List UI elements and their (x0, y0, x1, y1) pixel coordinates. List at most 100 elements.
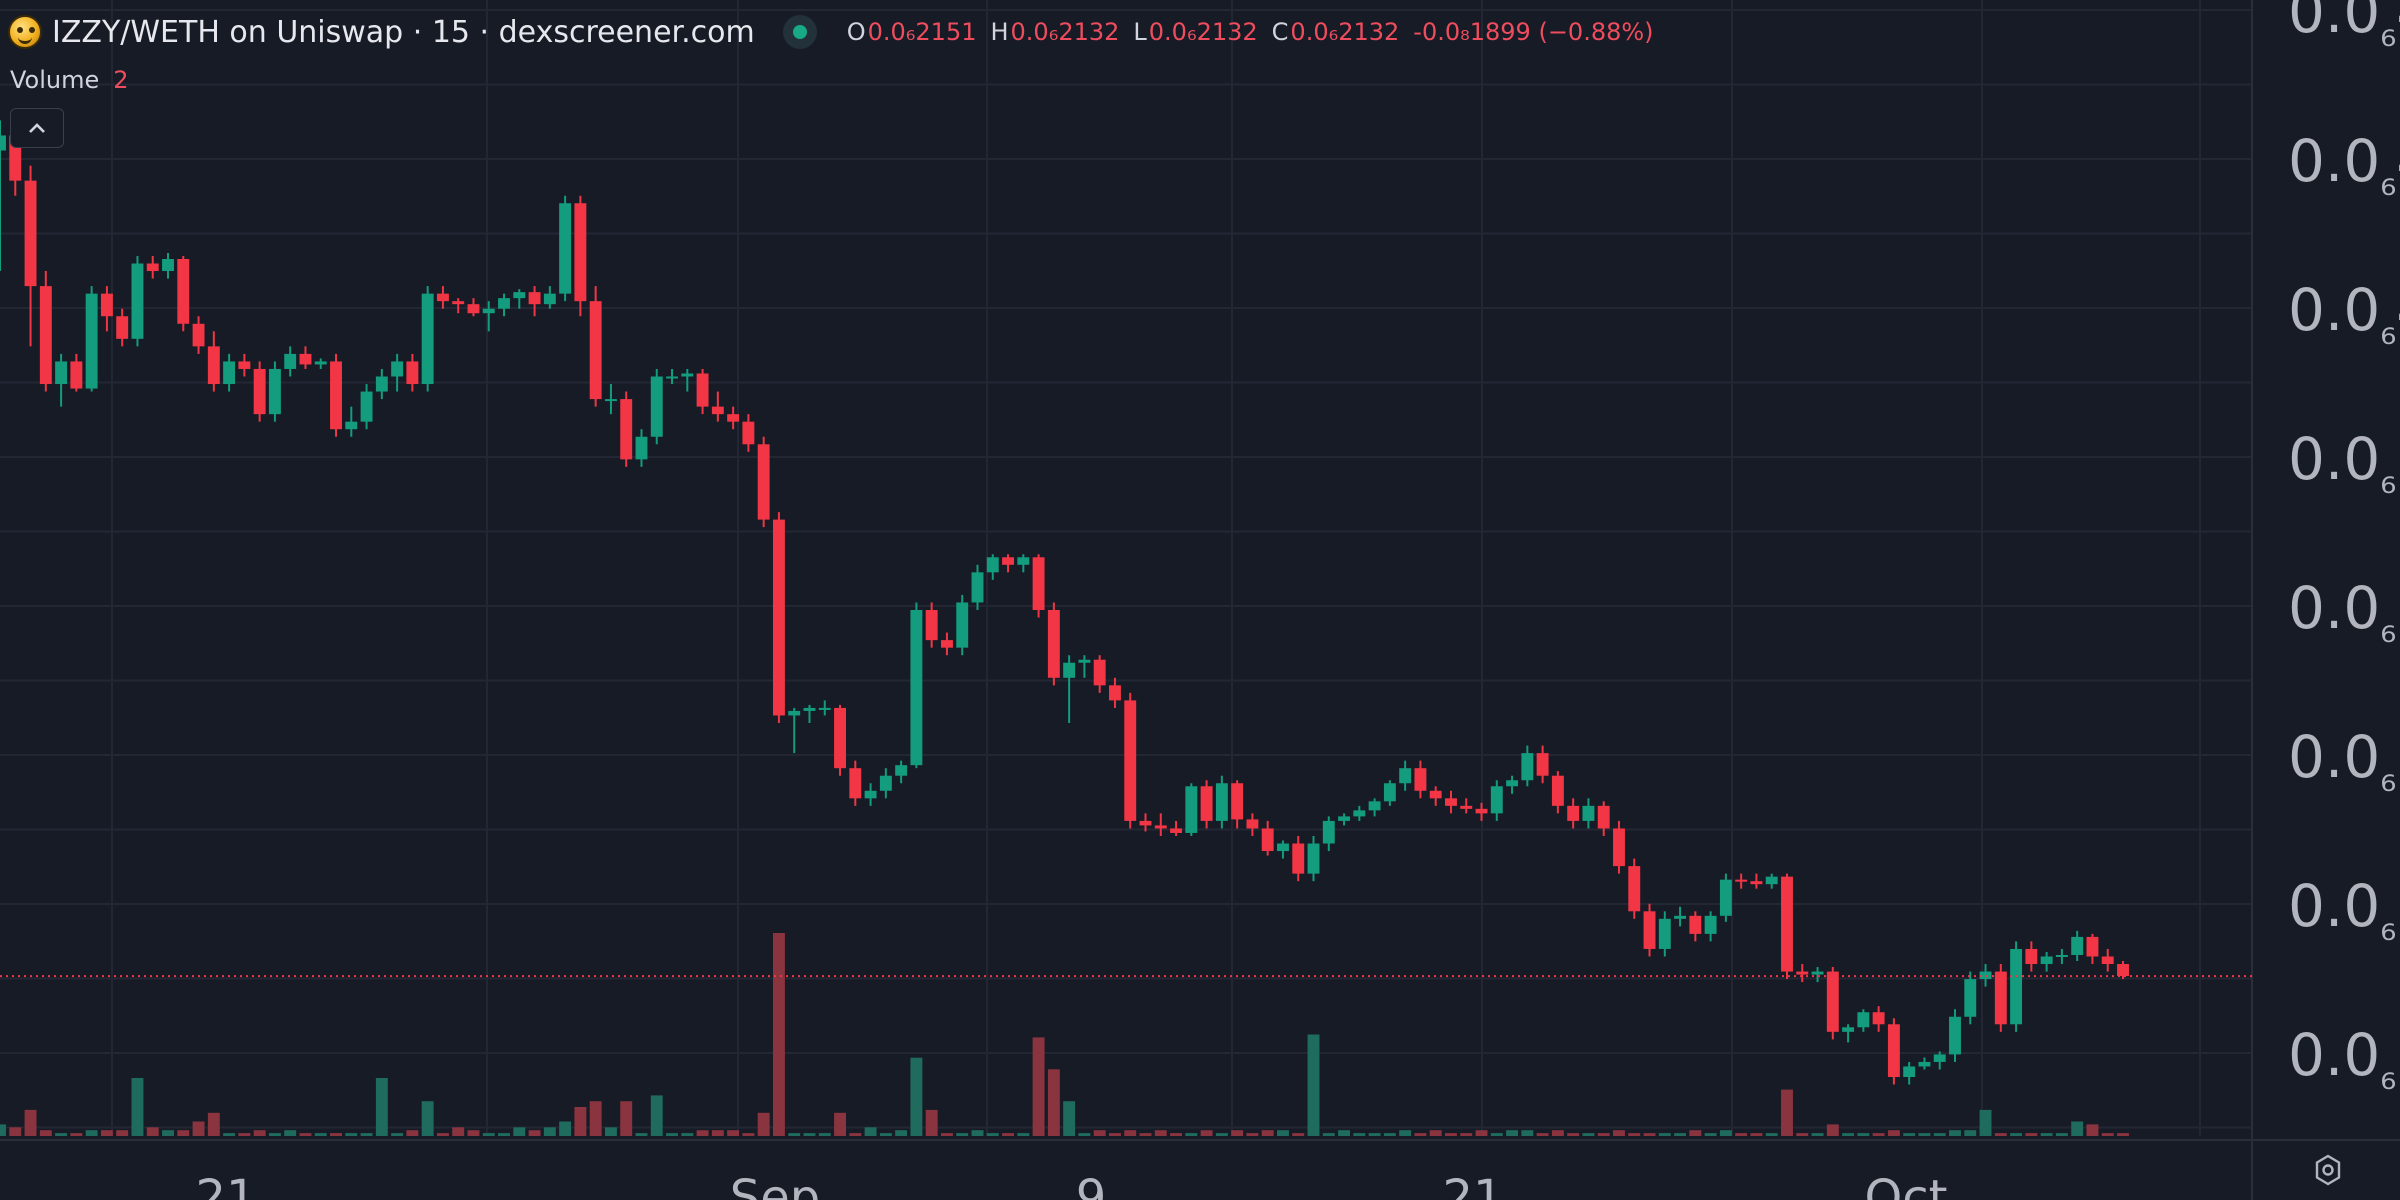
volume-bar (1872, 1133, 1885, 1136)
candle-body (1445, 798, 1457, 806)
price-axis-label: 0.0₆3 (2288, 574, 2400, 652)
volume-bar (635, 1133, 648, 1136)
volume-bar (24, 1109, 37, 1136)
candle-body (1628, 866, 1641, 912)
candle-body (1674, 915, 1687, 919)
candle-body (100, 293, 113, 317)
volume-bar (39, 1130, 52, 1136)
candle-body (1109, 685, 1121, 701)
candle-body (1475, 808, 1488, 814)
candle-body (330, 361, 342, 430)
candle-body (1032, 557, 1045, 610)
candle-body (1658, 918, 1671, 949)
candle-body (543, 293, 556, 305)
volume-bar (1063, 1101, 1076, 1136)
volume-bar (131, 1078, 144, 1136)
collapse-legend-button[interactable] (10, 108, 64, 148)
volume-bar (2010, 1133, 2023, 1136)
candle-body (971, 572, 984, 603)
candle-body (1719, 879, 1732, 916)
volume-bars (0, 933, 2129, 1136)
volume-bar (574, 1107, 587, 1136)
volume-bar (513, 1127, 526, 1136)
candle-body (711, 406, 724, 415)
candle-body (696, 373, 709, 407)
gear-icon[interactable] (2310, 1152, 2346, 1188)
volume-bar (604, 1127, 617, 1136)
high-value: 0.0₆2132 (1010, 18, 1120, 46)
volume-bar (116, 1130, 129, 1136)
volume-bar (1093, 1130, 1106, 1136)
candle-body (1383, 783, 1396, 802)
chevron-up-icon (29, 123, 45, 133)
volume-bar (452, 1127, 465, 1136)
volume-bar (9, 1127, 22, 1136)
volume-bar (711, 1130, 724, 1136)
candle-body (1017, 557, 1030, 565)
candle-body (513, 292, 526, 299)
volume-bar (299, 1133, 312, 1136)
volume-bar (650, 1095, 663, 1136)
volume-bar (1017, 1133, 1030, 1136)
volume-bar (1215, 1133, 1228, 1136)
volume-bar (1719, 1130, 1732, 1136)
candle-body (1887, 1024, 1900, 1078)
volume-bar (1750, 1133, 1763, 1136)
volume-bar (70, 1133, 83, 1136)
candle-body (1460, 805, 1473, 809)
volume-bar (100, 1130, 113, 1136)
candle-body (1078, 659, 1091, 663)
candle-body (1613, 828, 1625, 867)
volume-bar (1765, 1133, 1778, 1136)
candle-body (1704, 915, 1717, 934)
volume-bar (253, 1130, 266, 1136)
candle-body (223, 361, 236, 385)
candle-body (85, 293, 98, 389)
candle-body (589, 301, 602, 400)
candle-body (1002, 557, 1014, 565)
candle-body (1918, 1061, 1931, 1067)
candle-body (940, 640, 953, 648)
volume-bar (0, 1124, 6, 1136)
volume-bar (1368, 1133, 1381, 1136)
volume-bar (1811, 1133, 1824, 1136)
time-axis-label: 21 (195, 1170, 256, 1200)
volume-legend[interactable]: Volume 2 (10, 66, 129, 94)
candle-body (1842, 1027, 1855, 1032)
volume-bar (1399, 1130, 1412, 1136)
candle-body (1781, 876, 1793, 972)
live-status-dot-icon (782, 15, 817, 49)
volume-bar (162, 1130, 174, 1136)
candle-body (70, 361, 83, 389)
volume-bar (1735, 1133, 1748, 1136)
volume-bar (2025, 1133, 2038, 1136)
candle-body (24, 180, 37, 287)
volume-bar (1918, 1133, 1931, 1136)
candle-body (1063, 662, 1076, 678)
volume-bar (1949, 1130, 1961, 1136)
time-axis-label: Oct (1865, 1170, 1948, 1200)
candle-body (0, 135, 6, 151)
candle-body (1796, 971, 1809, 975)
price-axis: 0.0₆4 0.0₆4 0.0₆4 0.0₆3 0.0₆3 0.0₆3 0.0₆3 0.0₆3 (2288, 0, 2400, 1099)
volume-bar (1933, 1133, 1946, 1136)
candle-body (1292, 843, 1305, 874)
volume-bar (421, 1101, 434, 1136)
volume-bar (895, 1130, 908, 1136)
volume-bar (268, 1133, 281, 1136)
candle-body (1964, 979, 1977, 1017)
volume-bar (1322, 1133, 1335, 1136)
high-label: H (990, 18, 1009, 46)
volume-bar (1979, 1109, 1992, 1136)
candle-body (360, 391, 373, 422)
volume-bar (879, 1133, 892, 1136)
volume-bar (1246, 1133, 1259, 1136)
candle-body (834, 707, 846, 769)
candle-body (345, 421, 358, 430)
volume-bar (482, 1133, 495, 1136)
candle-body (391, 361, 404, 377)
volume-bar (986, 1133, 999, 1136)
volume-bar (1689, 1130, 1702, 1136)
volume-bar (1521, 1130, 1534, 1136)
